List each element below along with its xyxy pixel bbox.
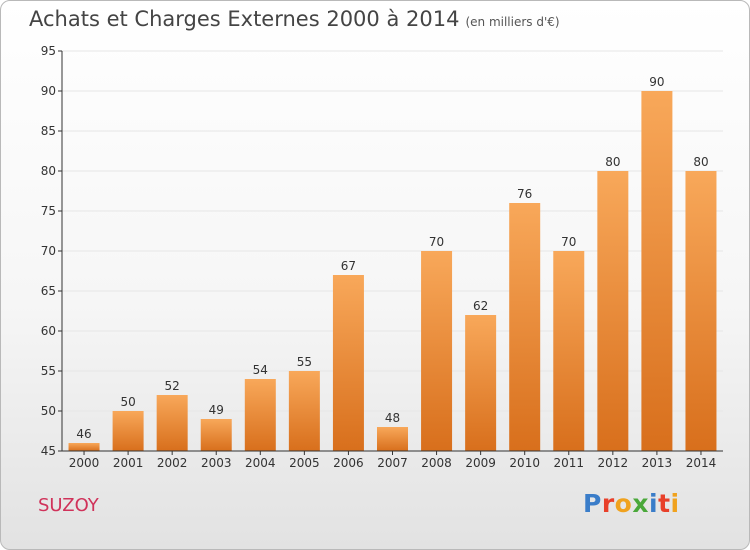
data-label-2012: 80 <box>605 155 620 169</box>
y-tick-label: 45 <box>41 444 56 458</box>
x-tick-label-2010: 2010 <box>509 456 540 470</box>
y-tick-label: 80 <box>41 164 56 178</box>
x-tick-label-2007: 2007 <box>377 456 408 470</box>
data-label-2011: 70 <box>561 235 576 249</box>
data-label-2006: 67 <box>341 259 356 273</box>
bar-2006 <box>332 275 364 451</box>
bar-2014 <box>685 171 717 451</box>
bar-2002 <box>156 395 188 451</box>
bar-2004 <box>244 379 276 451</box>
y-tick-label: 55 <box>41 364 56 378</box>
data-label-2009: 62 <box>473 299 488 313</box>
x-tick-label-2001: 2001 <box>113 456 144 470</box>
bar-2012 <box>597 171 629 451</box>
logo-letter: i <box>670 489 680 518</box>
chart-title-text: Achats et Charges Externes 2000 à 2014 <box>29 7 460 31</box>
bar-2010 <box>509 203 541 451</box>
bars <box>68 91 717 451</box>
y-tick-label: 85 <box>41 124 56 138</box>
data-label-2003: 49 <box>209 403 224 417</box>
x-tick-label-2006: 2006 <box>333 456 364 470</box>
data-label-2008: 70 <box>429 235 444 249</box>
bar-2003 <box>200 419 232 451</box>
data-label-2014: 80 <box>693 155 708 169</box>
data-label-2002: 52 <box>165 379 180 393</box>
y-tick-label: 65 <box>41 284 56 298</box>
y-tick-label: 50 <box>41 404 56 418</box>
commune-name: SUZOY <box>38 495 99 516</box>
x-tick-label-2000: 2000 <box>69 456 100 470</box>
x-tick-label-2003: 2003 <box>201 456 232 470</box>
data-label-2004: 54 <box>253 363 268 377</box>
proxiti-logo: Proxiti <box>583 489 680 518</box>
logo-letter: o <box>614 489 633 518</box>
chart-subtitle: (en milliers d'€) <box>465 15 560 29</box>
logo-letter: x <box>632 489 649 518</box>
x-tick-label-2005: 2005 <box>289 456 320 470</box>
x-tick-label-2004: 2004 <box>245 456 276 470</box>
labels: 45 50 55 60 65 70 75 80 85 90 95 46 2000 50 2001 52 2002… <box>41 44 717 470</box>
x-tick-label-2011: 2011 <box>553 456 584 470</box>
y-tick-label: 75 <box>41 204 56 218</box>
bar-2008 <box>421 251 453 451</box>
bar-2009 <box>465 315 497 451</box>
x-tick-label-2013: 2013 <box>642 456 673 470</box>
y-tick-label: 95 <box>41 44 56 58</box>
data-label-2005: 55 <box>297 355 312 369</box>
bar-2001 <box>112 411 144 451</box>
bar-2007 <box>377 427 408 451</box>
logo-letter: t <box>658 489 671 518</box>
data-label-2013: 90 <box>649 75 664 89</box>
y-tick-label: 90 <box>41 84 56 98</box>
y-tick-label: 70 <box>41 244 56 258</box>
bar-2011 <box>553 251 585 451</box>
bar-2013 <box>641 91 673 451</box>
x-tick-label-2008: 2008 <box>421 456 452 470</box>
data-label-2010: 76 <box>517 187 532 201</box>
x-tick-label-2012: 2012 <box>598 456 629 470</box>
data-label-2001: 50 <box>120 395 135 409</box>
data-label-2007: 48 <box>385 411 400 425</box>
y-tick-label: 60 <box>41 324 56 338</box>
logo-letter: P <box>583 489 602 518</box>
x-tick-label-2002: 2002 <box>157 456 188 470</box>
chart-title: Achats et Charges Externes 2000 à 2014 (e… <box>29 7 560 31</box>
logo-letter: r <box>601 489 615 518</box>
x-tick-label-2014: 2014 <box>686 456 717 470</box>
bar-2005 <box>288 371 320 451</box>
bar-2000 <box>68 443 100 451</box>
axes <box>58 50 723 455</box>
data-label-2000: 46 <box>76 427 91 441</box>
logo-letter: i <box>649 489 659 518</box>
x-tick-label-2009: 2009 <box>465 456 496 470</box>
